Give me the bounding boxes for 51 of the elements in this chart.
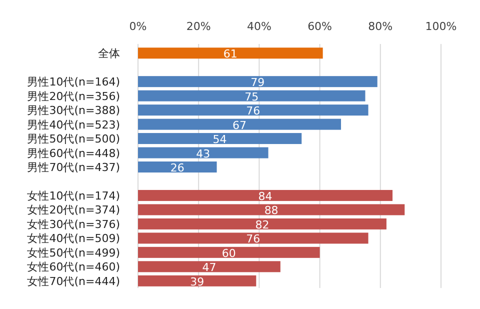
y-tick-label: 男性30代(n=388) — [27, 104, 120, 118]
bar — [138, 232, 368, 244]
data-label: 76 — [246, 232, 260, 246]
x-tick-label: 40% — [246, 20, 272, 33]
bar — [138, 48, 323, 59]
data-label: 67 — [232, 118, 247, 132]
data-label: 82 — [255, 218, 270, 232]
bar — [138, 190, 393, 201]
bar — [138, 218, 386, 230]
data-label: 84 — [258, 190, 272, 203]
data-label: 43 — [196, 147, 210, 160]
y-tick-label: 女性70代(n=444) — [27, 274, 120, 288]
bar — [138, 275, 256, 286]
y-tick-label: 男性60代(n=448) — [27, 146, 120, 160]
bar — [138, 118, 342, 130]
data-label: 75 — [244, 90, 259, 104]
y-tick-label: 全体 — [98, 47, 120, 60]
y-tick-label: 男性50代(n=500) — [27, 132, 120, 146]
bar — [138, 147, 268, 158]
y-tick-label: 女性20代(n=374) — [27, 204, 120, 217]
data-label: 26 — [170, 162, 184, 174]
y-tick-label: 男性70代(n=437) — [27, 161, 120, 174]
y-tick-label: 男性40代(n=523) — [27, 118, 120, 132]
data-label: 76 — [246, 104, 260, 118]
bar — [138, 204, 405, 216]
x-tick-label: 20% — [186, 20, 211, 33]
y-tick-label: 女性10代(n=174) — [27, 189, 120, 202]
data-label: 79 — [250, 76, 265, 90]
data-label: 54 — [212, 133, 227, 146]
y-tick-label: 女性50代(n=499) — [27, 246, 120, 260]
bar — [138, 246, 320, 258]
data-label: 88 — [264, 204, 278, 218]
data-label: 47 — [202, 261, 216, 274]
data-label: 61 — [223, 48, 238, 61]
y-tick-label: 男性10代(n=164) — [27, 76, 120, 89]
bar — [138, 162, 217, 172]
data-label: 60 — [222, 246, 236, 260]
data-label: 39 — [190, 275, 204, 288]
x-tick-label: 100% — [425, 20, 457, 33]
bar — [138, 104, 368, 116]
y-tick-label: 男性20代(n=356) — [27, 90, 120, 103]
bar — [138, 261, 280, 272]
y-tick-label: 女性40代(n=509) — [27, 232, 120, 246]
x-tick-label: 80% — [368, 20, 393, 33]
y-tick-label: 女性60代(n=460) — [27, 260, 120, 274]
bar — [138, 90, 366, 102]
bar — [138, 133, 302, 144]
x-tick-label: 0% — [129, 20, 147, 33]
bar — [138, 76, 378, 88]
x-tick-label: 60% — [308, 20, 332, 33]
y-tick-label: 女性30代(n=376) — [27, 218, 120, 231]
